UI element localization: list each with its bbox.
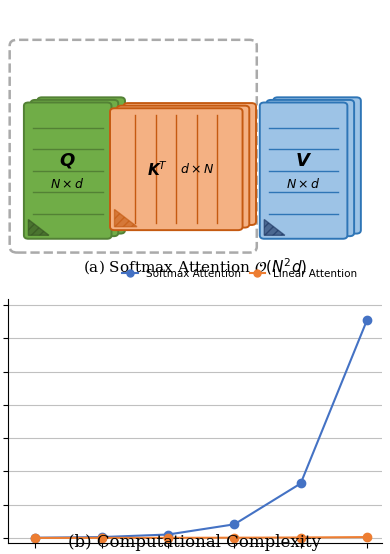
Linear Attention [99,535,104,541]
Text: (a) Softmax Attention $\mathcal{O}(N^2 d)$: (a) Softmax Attention $\mathcal{O}(N^2 d… [83,257,307,278]
Line: Softmax Attention: Softmax Attention [31,316,371,542]
Text: $N \times d$: $N \times d$ [50,177,85,191]
Linear Attention [33,535,38,541]
Linear Attention [298,534,303,541]
FancyBboxPatch shape [124,103,256,225]
Polygon shape [115,209,137,227]
Polygon shape [28,219,49,235]
Softmax Attention [298,480,303,487]
FancyBboxPatch shape [273,98,361,234]
FancyBboxPatch shape [37,98,125,234]
Text: $N \times d$: $N \times d$ [286,177,321,191]
FancyBboxPatch shape [110,108,243,230]
Polygon shape [264,219,285,235]
Softmax Attention [365,317,369,324]
Linear Attention [365,534,369,540]
FancyBboxPatch shape [260,102,347,239]
Line: Linear Attention: Linear Attention [31,533,371,542]
Softmax Attention [33,535,38,541]
FancyBboxPatch shape [117,106,249,228]
Legend: Softmax Attention, Linear Attention: Softmax Attention, Linear Attention [118,265,362,283]
FancyBboxPatch shape [31,100,118,236]
FancyBboxPatch shape [266,100,354,236]
Text: $d \times N$: $d \times N$ [180,162,214,176]
Linear Attention [166,535,170,541]
FancyBboxPatch shape [24,102,112,239]
Text: $\boldsymbol{Q}$: $\boldsymbol{Q}$ [59,151,76,170]
Softmax Attention [99,534,104,540]
Text: (b) Computational Complexity: (b) Computational Complexity [69,534,321,551]
Softmax Attention [166,531,170,538]
Linear Attention [232,535,237,541]
Text: $\boldsymbol{V}$: $\boldsymbol{V}$ [295,152,312,170]
Softmax Attention [232,521,237,527]
Text: $\boldsymbol{K}^T$: $\boldsymbol{K}^T$ [147,160,168,178]
